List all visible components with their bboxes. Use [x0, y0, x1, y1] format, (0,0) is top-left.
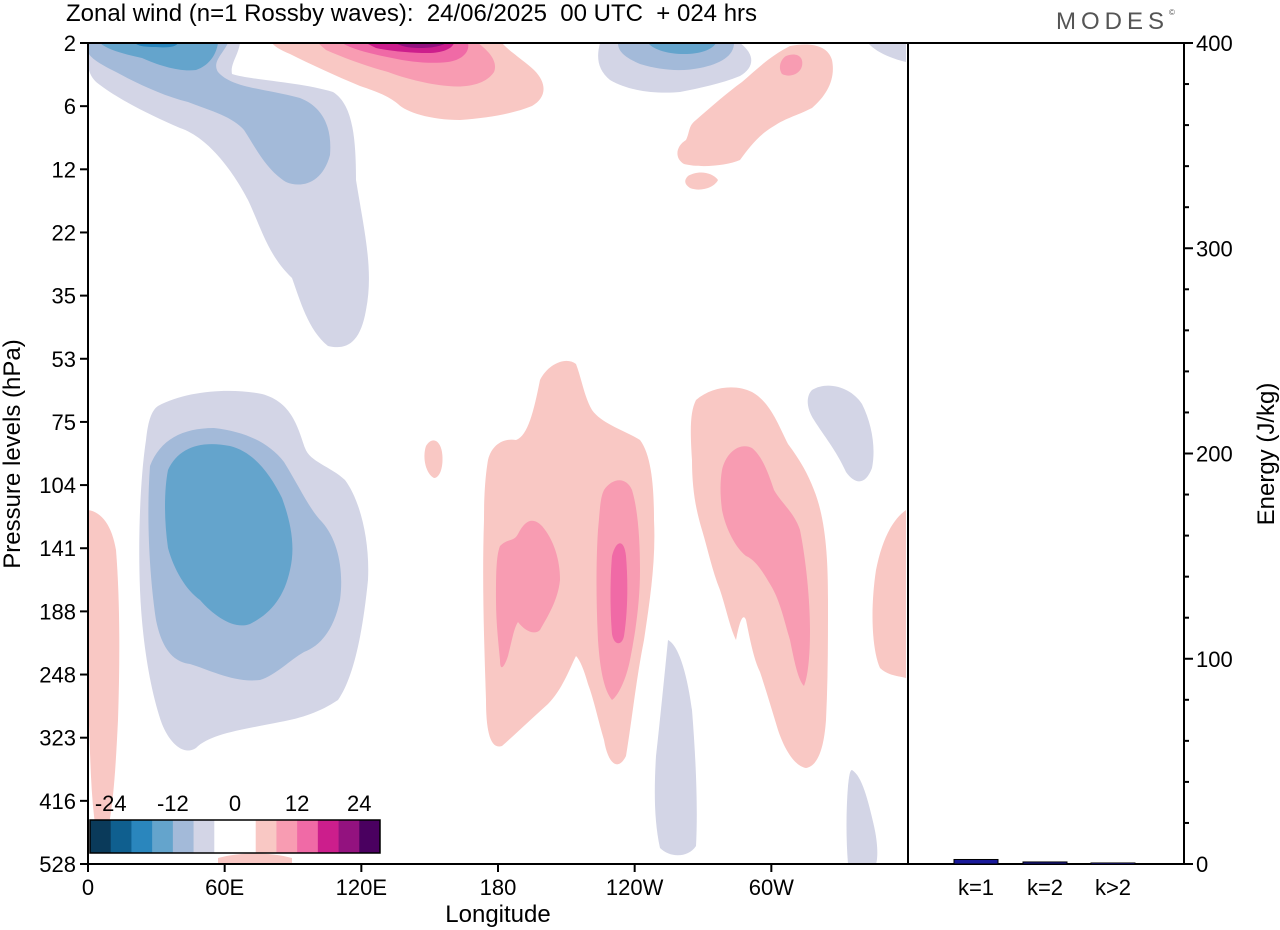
y-axis-title: Pressure levels (hPa) — [0, 339, 26, 568]
copyright-mark: © — [1169, 8, 1175, 17]
y-tick-label: 323 — [39, 726, 76, 751]
colorbar-swatch — [90, 820, 112, 853]
contour-pos-weak-far-right — [872, 510, 906, 678]
contour-neg-weak-lower-right — [846, 770, 878, 864]
contour-pos-weak-top-right-lobe — [492, 49, 520, 78]
contour-pos-weak-bottom — [218, 853, 292, 864]
contour-pos-darker-top-center — [396, 43, 446, 48]
contour-pos-mid-top-right — [779, 54, 803, 76]
y-tick-label: 141 — [39, 536, 76, 561]
energy-bar-label: k>2 — [1095, 875, 1131, 900]
colorbar-swatch — [131, 820, 153, 853]
x-tick-label: 120E — [336, 875, 387, 900]
contour-field — [88, 43, 906, 864]
y-tick-label: 35 — [52, 284, 76, 309]
energy-bar — [1022, 861, 1068, 865]
contour-pos-mid-right — [720, 446, 810, 686]
y-tick-label: 248 — [39, 663, 76, 688]
colorbar-swatch — [255, 820, 277, 853]
colorbar-label: -24 — [95, 791, 127, 816]
colorbar-label: 12 — [285, 791, 309, 816]
energy-tick-label: 200 — [1196, 442, 1233, 467]
brand-logo: MODES© — [1056, 8, 1175, 36]
y-tick-label: 22 — [52, 220, 76, 245]
y-tick-label: 528 — [39, 852, 76, 877]
energy-tick-label: 400 — [1196, 31, 1233, 56]
x-tick-label: 60W — [749, 875, 794, 900]
colorbar-swatch — [359, 820, 381, 853]
colorbar-swatch — [297, 820, 319, 853]
y-tick-label: 6 — [64, 94, 76, 119]
contour-neg-dark-upper-left — [135, 43, 178, 48]
contour-pos-weak-small-blob — [685, 172, 718, 190]
contour-pos-mid-center-left — [496, 520, 560, 668]
energy-bars: k=1 k=2 k>2 — [953, 858, 1136, 900]
y-tick-label: 53 — [52, 347, 76, 372]
contour-neg-strong-lower-left — [165, 444, 293, 626]
colorbar-swatch — [276, 820, 298, 853]
energy-bar — [1090, 862, 1136, 865]
y-tick-label: 2 — [64, 31, 76, 56]
contour-pos-weak-top-right — [677, 44, 833, 167]
colorbar: -24 -12 0 12 24 — [89, 791, 381, 854]
colorbar-label: 24 — [347, 791, 371, 816]
contour-neg-strong-upper-left — [100, 43, 218, 71]
y-axis: 2 6 12 22 35 53 75 104 141 188 248 323 416 528 — [39, 31, 88, 877]
energy-bar-label: k=1 — [958, 875, 994, 900]
x-tick-label: 0 — [82, 875, 94, 900]
colorbar-swatch — [235, 820, 257, 853]
contour-pos-strong-center — [610, 543, 628, 644]
contour-neg-weak-right-mid — [807, 385, 874, 482]
colorbar-swatch — [172, 820, 194, 853]
energy-tick-label: 300 — [1196, 236, 1233, 261]
y-tick-label: 188 — [39, 599, 76, 624]
contour-neg-strong-upper-right — [648, 43, 716, 54]
x-tick-label: 180 — [480, 875, 517, 900]
y-tick-label: 75 — [52, 410, 76, 435]
y-tick-label: 104 — [39, 473, 76, 498]
energy-bar-label: k=2 — [1027, 875, 1063, 900]
brand-text: MODES — [1056, 8, 1170, 35]
energy-axis: 0 100 200 300 400 — [1184, 31, 1233, 877]
energy-bar — [953, 858, 999, 865]
contour-pos-weak-right — [690, 387, 828, 768]
x-tick-label: 60E — [205, 875, 244, 900]
contour-neg-weak-corner — [868, 43, 906, 62]
x-tick-label: 120W — [606, 875, 664, 900]
colorbar-frame — [89, 819, 381, 854]
chart-title: Zonal wind (n=1 Rossby waves): 24/06/202… — [66, 0, 758, 27]
y-tick-label: 416 — [39, 789, 76, 814]
colorbar-swatch — [338, 820, 360, 853]
colorbar-label: 0 — [229, 791, 241, 816]
colorbar-swatch — [214, 820, 236, 853]
x-axis-title: Longitude — [445, 901, 550, 928]
energy-axis-title: Energy (J/kg) — [1253, 383, 1280, 526]
energy-tick-label: 100 — [1196, 647, 1233, 672]
y-tick-label: 12 — [52, 157, 76, 182]
colorbar-label: -12 — [157, 791, 189, 816]
contour-neg-mid-upper-left — [88, 43, 331, 185]
contour-pos-weak-small-dot — [424, 440, 443, 478]
colorbar-swatch — [317, 820, 339, 853]
energy-tick-label: 0 — [1196, 852, 1208, 877]
contour-neg-weak-lower-center — [654, 640, 697, 856]
colorbar-swatch — [193, 820, 215, 853]
x-axis: 0 60E 120E 180 120W 60W — [82, 864, 794, 900]
colorbar-swatch — [152, 820, 174, 853]
colorbar-swatch — [110, 820, 132, 853]
contour-pos-weak-far-left — [88, 510, 120, 835]
